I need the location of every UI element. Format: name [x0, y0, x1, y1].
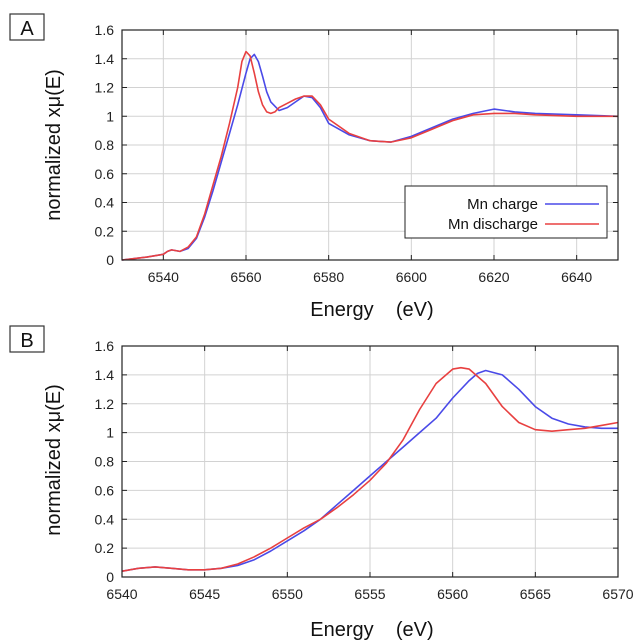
y-tick-label: 0.2 [95, 540, 115, 556]
x-tick-label: 6540 [106, 586, 137, 602]
y-axis-label: normalized xμ(E) [43, 69, 65, 221]
legend-box [404, 185, 608, 239]
x-tick-label: 6545 [189, 586, 220, 602]
legend-label: Mn charge [467, 196, 538, 213]
x-tick-label: 6640 [561, 269, 592, 285]
y-tick-label: 0.4 [95, 511, 115, 527]
series-line-discharge [121, 50, 618, 261]
y-tick-label: 1.2 [95, 396, 115, 412]
x-tick-label: 6560 [437, 586, 468, 602]
series-line-charge [121, 53, 619, 261]
panel-label: B [20, 330, 33, 352]
x-tick-label: 6555 [354, 586, 385, 602]
x-tick-label: 6565 [520, 586, 551, 602]
x-tick-label: 6620 [478, 269, 509, 285]
x-tick-label: 6560 [230, 269, 261, 285]
x-tick-label: 6600 [396, 269, 427, 285]
chart-panel-b: B 6540 6545 6550 6555 6560 6565 6570 0 0.2 0.4 0.6 0… [9, 325, 634, 641]
y-tick-label: 0.2 [95, 223, 115, 239]
x-axis-label: Energy (eV) [310, 299, 433, 321]
y-tick-label: 0.6 [95, 482, 115, 498]
x-tick-label: 6540 [148, 269, 179, 285]
y-tick-label: 1.2 [95, 80, 115, 96]
series-line-discharge [121, 366, 619, 572]
panel-label-box [9, 325, 45, 353]
x-tick-label: 6570 [602, 586, 633, 602]
y-tick-label: 0.4 [95, 195, 115, 211]
x-tick-label: 6550 [272, 586, 303, 602]
y-tick-label: 0 [106, 252, 114, 268]
y-axis-label: normalized xμ(E) [43, 384, 65, 536]
y-tick-label: 0 [106, 569, 114, 585]
y-tick-label: 1 [106, 425, 114, 441]
chart-panel-a: A 6540 6560 6580 6600 6620 6640 0 0.2 0.4 0.6 0.8 1 1… [9, 13, 619, 321]
y-tick-label: 0.8 [95, 454, 115, 470]
y-tick-label: 1.6 [95, 22, 115, 38]
x-axis-label: Energy (eV) [310, 619, 433, 641]
y-tick-label: 1 [106, 108, 114, 124]
y-tick-label: 0.8 [95, 137, 115, 153]
legend: Mn charge Mn discharge [404, 185, 608, 239]
legend-label: Mn discharge [448, 216, 538, 233]
panel-label: A [20, 18, 34, 40]
y-tick-label: 0.6 [95, 166, 115, 182]
x-tick-label: 6580 [313, 269, 344, 285]
y-tick-label: 1.6 [95, 338, 115, 354]
y-tick-label: 1.4 [95, 367, 115, 383]
panel-label-box [9, 13, 45, 41]
y-tick-label: 1.4 [95, 51, 115, 67]
